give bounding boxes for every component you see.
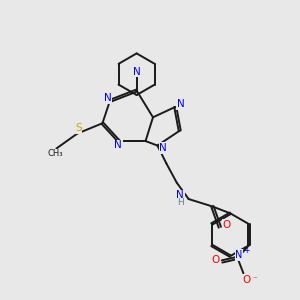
Text: N: N — [133, 67, 140, 77]
Text: H: H — [177, 198, 184, 207]
Text: N: N — [235, 250, 243, 260]
Text: S: S — [75, 123, 82, 133]
Text: N: N — [103, 93, 111, 103]
Text: O: O — [242, 275, 250, 285]
Text: N: N — [176, 190, 184, 200]
Text: N: N — [177, 99, 184, 109]
Text: O: O — [222, 220, 230, 230]
Text: +: + — [243, 246, 250, 255]
Text: CH₃: CH₃ — [47, 149, 63, 158]
Text: N: N — [160, 143, 167, 153]
Text: O: O — [212, 255, 220, 265]
Text: N: N — [114, 140, 122, 150]
Text: ⁻: ⁻ — [252, 275, 257, 284]
